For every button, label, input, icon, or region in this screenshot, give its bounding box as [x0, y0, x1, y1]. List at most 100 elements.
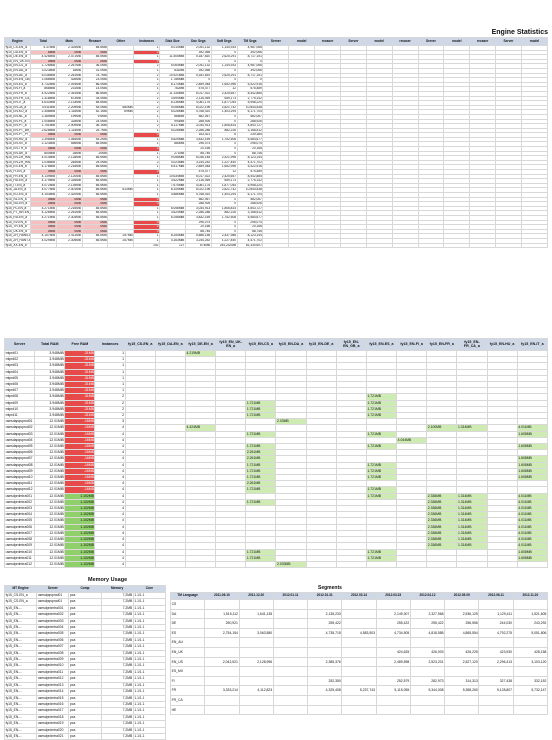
engine-row: fy15_EN-PT_a 1.751MiB 2.009MB 36.1MB 2 6.117M…: [4, 123, 549, 129]
server-row: usesdprdmtra011 12.01MiB 1.102MB 4 1.721MB 1.…: [3, 554, 549, 562]
memory-row: fy15_EN-... usesdprdmtra017 pca 7,2MB 1.1/1.…: [3, 707, 167, 715]
segment-count: 2,042,521: [204, 656, 240, 668]
column-header: Main: [55, 37, 83, 46]
segment-count: [512, 599, 549, 610]
tm-language: FR_CA: [169, 694, 206, 706]
segment-count: [238, 637, 274, 648]
segment-count: 2,385,376: [307, 656, 343, 668]
segment-count: [272, 685, 309, 696]
engine-name: fy15_ES-EN_a: [4, 164, 31, 170]
column-header: Core: [132, 585, 167, 593]
core: 1.1/1.1: [132, 604, 167, 613]
server-name: usesdapqsprod12: [3, 486, 36, 494]
server-row: mtprd08 3.948MiB -31MB 2 1.721MB: [3, 393, 549, 401]
segments-row: EN_AU: [169, 637, 549, 648]
engine-allocation: [154, 362, 186, 370]
segment-count: 4,865,554: [444, 627, 480, 639]
segment-count: [341, 646, 377, 658]
segments-row: ES_MX: [169, 666, 549, 677]
segment-count: 3,333,214: [204, 685, 240, 696]
server-name: usesdapqsprod08: [3, 461, 36, 469]
segment-count: [409, 637, 446, 648]
engine-allocation: [215, 418, 247, 426]
engine-allocation: [154, 424, 186, 432]
segment-count: [375, 694, 411, 706]
segments-row: HE: [169, 704, 549, 716]
segment-count: 1,641,135: [238, 608, 274, 620]
free-ram: 1.102MB: [64, 560, 96, 569]
segment-count: [272, 675, 309, 687]
column-header: TM Language: [169, 592, 206, 600]
engine-allocation: [184, 505, 217, 513]
column-header: fy15_EN_UK-EN_a: [215, 338, 247, 351]
memory-row: fy15_EN-... usesdprdmtra006 pca 7,2MB 1.1/1.…: [3, 636, 167, 645]
column-header: fy15_CS-EN_a: [124, 338, 156, 351]
blank-cell: [417, 242, 445, 249]
engine-header-row: Engine Total Main Recaser Other Instances Disk…: [4, 37, 549, 46]
server-header-row: Server Total RAM Free RAM Instances fy15_CS-…: [3, 338, 549, 351]
engine-allocation: [184, 498, 217, 507]
engine-allocation: [154, 374, 186, 383]
engine-row: fy15_TR-EN_a 0MiB 0MB 0MB 0 20,166 0 20,166: [4, 224, 549, 230]
engine-allocation: [215, 368, 247, 376]
segments-table: TM Language 2011.06.10 2011.12.20 2012.01.1…: [169, 592, 549, 716]
column-header: model: [288, 37, 316, 46]
segment-count: [375, 666, 411, 677]
engine-allocation: [184, 560, 217, 569]
server-name: usesdprdmtra004: [3, 511, 36, 519]
engine-allocation: [335, 560, 367, 569]
engine-allocation: [124, 412, 156, 420]
server-row: usesdapqsprod10 12.01MiB -16MB 4 1.721MB 1.72…: [3, 474, 549, 482]
segment-count: [409, 666, 446, 677]
engine-allocation: [154, 492, 186, 500]
segment-count: [272, 656, 309, 668]
column-header: fy15_EN-FI_a: [396, 338, 428, 351]
segment-count: 4,792,275: [478, 627, 514, 639]
segment-count: [341, 608, 377, 620]
engine-name: fy15_EN-RU_a: [4, 136, 31, 143]
engine-allocation: [215, 467, 247, 476]
blank-cell: [339, 242, 367, 249]
engine-allocation: [215, 461, 247, 469]
segment-count: [272, 599, 309, 610]
segment-count: [272, 618, 309, 629]
engine-name: fy15_CS-EN_a: [4, 45, 31, 51]
engine-allocation: [124, 405, 156, 414]
server-row: usesdprdmtra012 12.01MiB 1.102MB 4 2.033MB: [3, 560, 549, 569]
segment-count: 428,158: [512, 646, 549, 658]
server-row: usesdapqsprod08 12.01MiB -16MB 4 1.721MB 1.72…: [3, 461, 549, 469]
engine-name: fy15_PT_BR-EN_a: [4, 210, 31, 216]
segment-count: [341, 637, 377, 648]
segment-count: [512, 666, 549, 677]
segment-count: [341, 694, 377, 706]
segment-count: 2,128,996: [238, 656, 274, 668]
tm-language: CS: [169, 599, 206, 610]
engine-allocation: [184, 418, 217, 426]
engine-allocation: 4.219MB: [184, 349, 217, 358]
core: 1.1/1.1: [132, 707, 167, 715]
tm-language: EN_US: [169, 656, 206, 668]
engine-name: fy15_EN-KO_a: [4, 109, 31, 115]
engine-statistics-title: Engine Statistics: [491, 29, 548, 36]
column-header: fy15_EN-CS_a: [245, 338, 277, 351]
segment-count: [341, 656, 377, 668]
segments-row: EN_US 2,042,521 2,128,996 2,385,376 2,489,59…: [169, 656, 549, 668]
memory-row: fy15_EN-... usesdprdmtra016 pca 7,2MB 1.1/1.…: [3, 700, 167, 709]
segment-count: [204, 704, 240, 716]
core: 1.1/1.1: [132, 656, 167, 664]
segment-count: 255,422: [375, 618, 411, 629]
segment-count: [409, 704, 446, 716]
engine-name: fy15_DE-EN_a: [4, 54, 31, 60]
engine-allocation: [215, 349, 247, 358]
engine-allocation: [215, 505, 247, 513]
engine-allocation: [305, 560, 337, 569]
server-name: usesdapqsprod06: [3, 449, 36, 457]
engine-allocation: [516, 480, 549, 488]
engine-allocation: [154, 505, 186, 513]
server-name: usesdapqsprod02: [3, 424, 36, 432]
segment-count: [341, 599, 377, 610]
engine-allocation: [215, 486, 247, 494]
segment-count: [238, 646, 274, 658]
segment-count: [204, 637, 240, 648]
segment-count: 332,152: [512, 675, 549, 687]
